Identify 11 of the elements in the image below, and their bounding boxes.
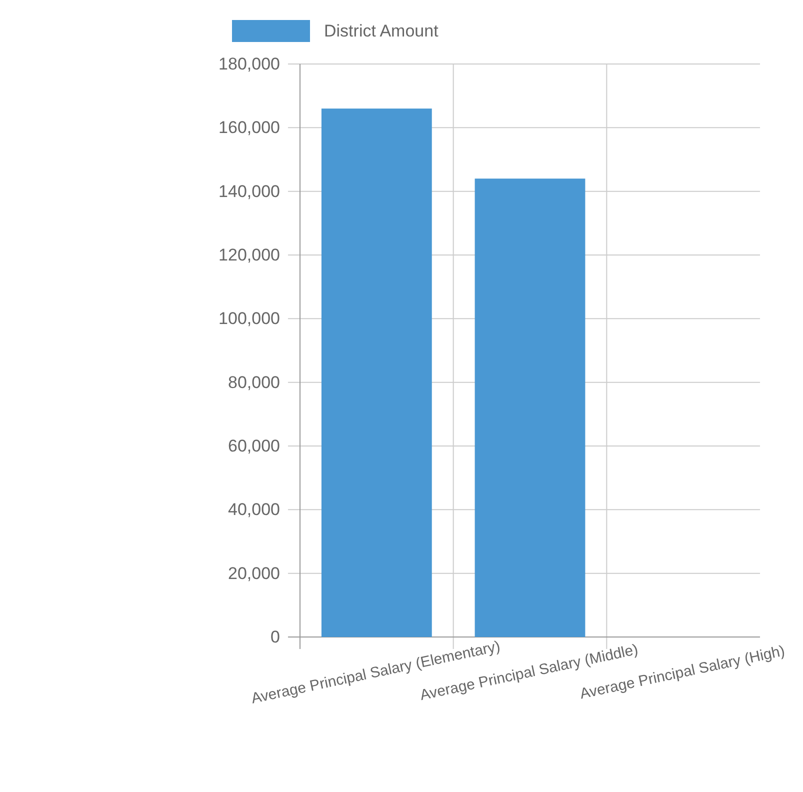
y-tick-label: 60,000 (228, 436, 280, 456)
y-tick-label: 40,000 (228, 500, 280, 520)
y-tick-label: 0 (270, 628, 280, 646)
y-tick-label: 180,000 (218, 54, 280, 74)
y-tick-label: 100,000 (218, 309, 280, 328)
y-tick-label: 140,000 (218, 182, 280, 201)
y-tick-label: 20,000 (228, 564, 280, 583)
y-tick-label: 120,000 (218, 246, 280, 264)
y-tick-label: 80,000 (228, 372, 280, 392)
y-tick-label: 160,000 (218, 118, 280, 138)
legend-label: District Amount (324, 22, 439, 40)
